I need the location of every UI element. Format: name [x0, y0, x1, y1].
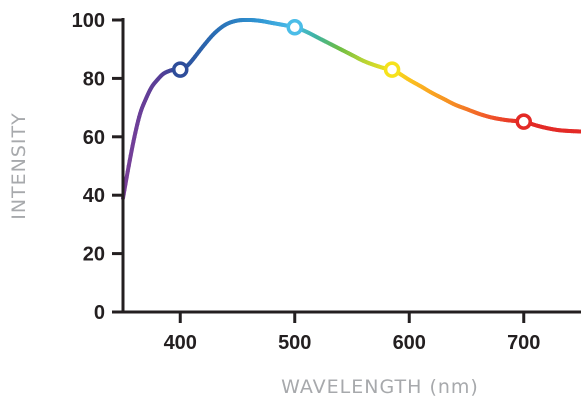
- y-ticks: 0 20 40 60 80 100: [72, 10, 123, 324]
- y-tick-label: 40: [83, 185, 105, 207]
- y-axis-title: INTENSITY: [8, 112, 30, 220]
- x-ticks: 400 500 600 700: [164, 312, 540, 354]
- x-tick-label: 500: [278, 332, 311, 354]
- axes: [121, 18, 581, 314]
- x-axis-title: WAVELENGTH (nm): [281, 376, 479, 398]
- y-tick-label: 60: [83, 127, 105, 149]
- spectrum-curve: [121, 17, 581, 201]
- x-tick-label: 400: [164, 332, 197, 354]
- x-tick-label: 700: [507, 332, 540, 354]
- data-point-marker: [286, 19, 303, 36]
- data-point-marker: [383, 61, 401, 78]
- y-tick-label: 20: [83, 244, 105, 266]
- data-point-marker: [172, 61, 189, 78]
- y-tick-label: 0: [94, 302, 105, 324]
- y-tick-label: 100: [72, 10, 105, 32]
- data-markers: [172, 19, 532, 130]
- y-tick-label: 80: [83, 68, 105, 90]
- data-point-marker: [515, 113, 532, 130]
- x-tick-label: 600: [393, 332, 426, 354]
